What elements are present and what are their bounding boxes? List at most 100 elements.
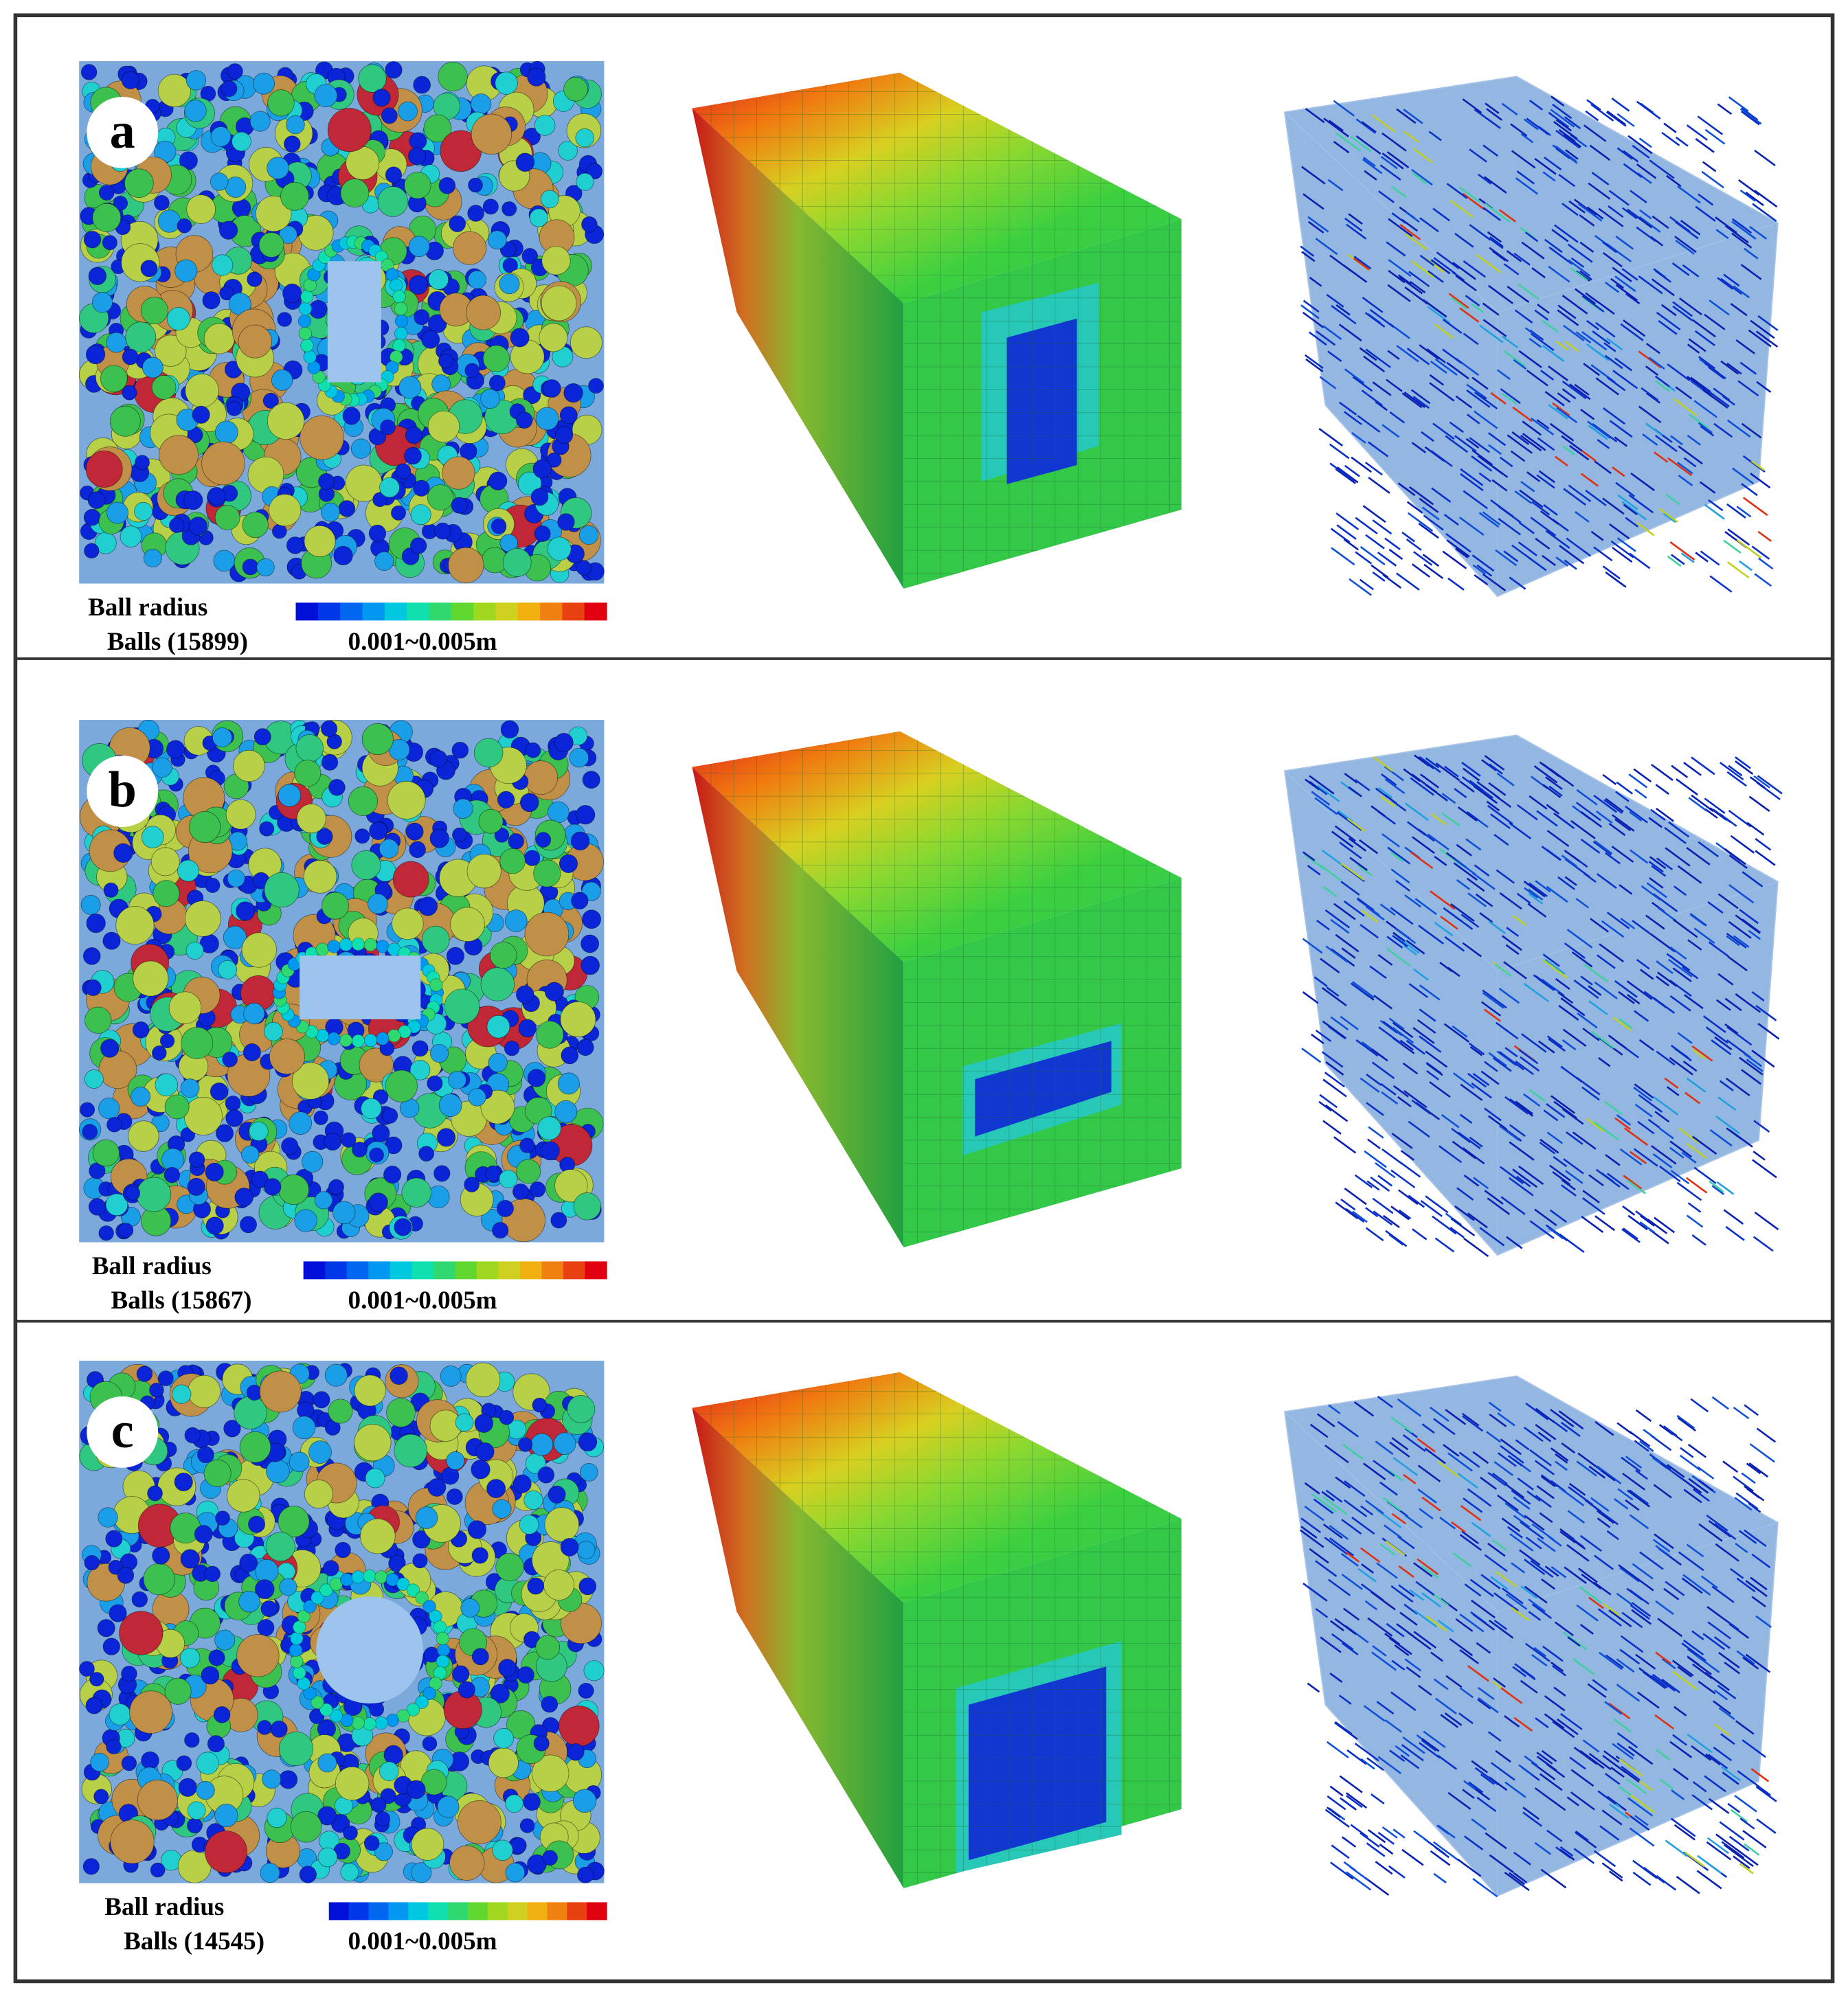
particle bbox=[548, 801, 570, 824]
flow-vector bbox=[1594, 460, 1612, 475]
flow-vector bbox=[1646, 882, 1667, 898]
particle bbox=[174, 259, 198, 282]
particle bbox=[523, 760, 559, 795]
flow-vector bbox=[1656, 971, 1678, 988]
particle bbox=[390, 278, 403, 292]
flow-vector bbox=[1509, 576, 1526, 590]
flow-vector bbox=[1680, 1447, 1694, 1458]
flow-vector bbox=[1669, 216, 1691, 233]
flow-vector bbox=[1384, 765, 1405, 782]
flow-vector bbox=[1717, 103, 1733, 115]
particle bbox=[340, 179, 370, 207]
particle bbox=[408, 236, 430, 258]
flow-vector bbox=[1355, 551, 1373, 565]
flow-vector bbox=[1601, 920, 1625, 938]
colorbar-cell bbox=[412, 1261, 434, 1280]
flow-vector bbox=[1723, 273, 1740, 287]
flow-vector bbox=[1620, 918, 1636, 930]
particle bbox=[225, 799, 256, 830]
particle bbox=[342, 407, 361, 425]
flow-vector bbox=[1326, 986, 1340, 997]
flow-vector bbox=[1545, 776, 1563, 791]
flow-vector bbox=[1388, 1017, 1405, 1030]
flow-vector bbox=[1488, 920, 1506, 934]
flow-vector bbox=[1321, 1051, 1344, 1068]
flow-vector bbox=[1510, 450, 1526, 462]
particle bbox=[150, 1862, 166, 1878]
particle bbox=[254, 1559, 279, 1583]
flow-vector bbox=[1537, 437, 1555, 451]
flow-vector bbox=[1473, 1177, 1489, 1190]
flow-vector bbox=[1482, 989, 1507, 1009]
flow-vector bbox=[1506, 927, 1520, 938]
particle bbox=[492, 1222, 509, 1239]
colorbar-cell bbox=[433, 1261, 455, 1280]
flow-vector bbox=[1633, 1148, 1658, 1167]
flow-vector bbox=[1496, 869, 1515, 884]
flow-vector bbox=[1720, 277, 1743, 295]
particle bbox=[379, 477, 400, 498]
flow-vector bbox=[1482, 302, 1500, 316]
flow-vector bbox=[1488, 1052, 1507, 1067]
flow-vector bbox=[1691, 1135, 1717, 1155]
particle bbox=[339, 1033, 353, 1047]
flow-vector bbox=[1476, 564, 1493, 577]
flow-vector bbox=[1655, 784, 1669, 795]
flow-vector bbox=[1513, 359, 1527, 370]
flow-vector bbox=[1598, 1056, 1611, 1067]
particle bbox=[502, 548, 532, 577]
flow-vector bbox=[1639, 968, 1654, 980]
flow-vector bbox=[1544, 958, 1566, 975]
flow-vector bbox=[1382, 132, 1407, 152]
particle bbox=[333, 1201, 356, 1225]
flow-vector bbox=[1704, 387, 1730, 407]
flow-vector bbox=[1359, 347, 1377, 361]
flow-vector bbox=[1471, 303, 1484, 313]
particle bbox=[239, 1553, 258, 1572]
flow-vector bbox=[1335, 468, 1356, 484]
flow-vector bbox=[1740, 264, 1762, 280]
flow-vector bbox=[1581, 1086, 1600, 1101]
flow-vector bbox=[1462, 98, 1483, 114]
flow-vector bbox=[1605, 797, 1624, 813]
flow-vector bbox=[1544, 238, 1563, 253]
particle bbox=[299, 1866, 317, 1883]
flow-vector bbox=[1667, 457, 1693, 477]
particle bbox=[391, 505, 406, 521]
flow-vector bbox=[1430, 361, 1447, 374]
flow-vector bbox=[1362, 297, 1384, 313]
flow-vector bbox=[1450, 1217, 1476, 1237]
flow-vector bbox=[1462, 767, 1480, 782]
flow-vector bbox=[1510, 123, 1528, 137]
flow-vector bbox=[1716, 1181, 1735, 1195]
particle bbox=[227, 1479, 260, 1513]
flow-vector bbox=[1686, 1214, 1704, 1228]
particle bbox=[418, 1146, 434, 1162]
particle bbox=[295, 734, 324, 762]
colorbar-cell bbox=[429, 602, 452, 621]
particle bbox=[471, 1648, 489, 1666]
flow-vector bbox=[1717, 1096, 1737, 1111]
flow-vector bbox=[1469, 437, 1490, 453]
particle bbox=[80, 1102, 95, 1118]
flow-vector bbox=[1664, 1077, 1679, 1089]
particle bbox=[557, 1072, 580, 1095]
flow-vector bbox=[1549, 422, 1575, 442]
particle bbox=[82, 1124, 98, 1140]
flow-vector bbox=[1442, 348, 1463, 364]
box-front-grid bbox=[981, 282, 1099, 482]
flow-vector bbox=[1327, 350, 1342, 362]
flow-vector bbox=[1507, 434, 1533, 454]
flow-vector bbox=[1550, 109, 1575, 128]
particle bbox=[374, 551, 394, 571]
flow-vector bbox=[1738, 179, 1760, 196]
flow-vector bbox=[1356, 897, 1375, 911]
particle bbox=[363, 938, 378, 952]
flow-vector bbox=[1467, 1072, 1487, 1088]
flow-vector bbox=[1439, 962, 1453, 973]
box-top-grid bbox=[692, 731, 1182, 962]
flow-vector bbox=[1691, 1234, 1706, 1246]
particle bbox=[105, 1193, 128, 1216]
colorbar-cell bbox=[498, 1261, 521, 1280]
